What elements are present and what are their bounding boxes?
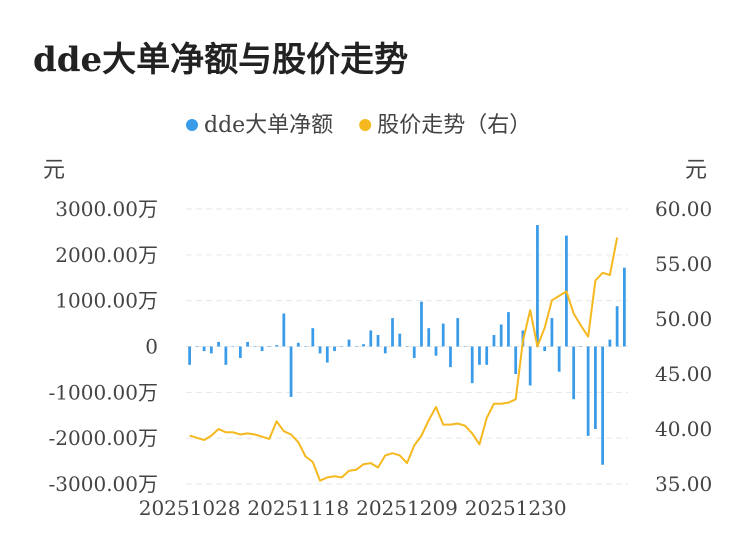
bar xyxy=(478,346,481,365)
right-tick-label: 55.00 xyxy=(655,252,712,276)
bar xyxy=(311,328,315,347)
bar xyxy=(557,346,561,372)
bar xyxy=(340,346,344,347)
bar xyxy=(383,346,387,354)
bar xyxy=(253,346,257,347)
bar xyxy=(224,346,228,365)
bar xyxy=(579,346,583,347)
bar xyxy=(275,345,278,347)
bar xyxy=(499,324,503,347)
bar xyxy=(238,346,242,358)
bar xyxy=(536,225,539,347)
bar xyxy=(405,346,409,347)
bar xyxy=(608,339,612,347)
right-axis-unit: 元 xyxy=(685,158,707,183)
bar xyxy=(420,301,423,347)
left-tick-label: 0 xyxy=(145,335,158,359)
bar xyxy=(586,346,590,436)
bar xyxy=(318,346,322,354)
bar xyxy=(434,346,438,356)
bar xyxy=(470,346,474,384)
bar xyxy=(492,335,496,347)
legend-label: 股价走势（右） xyxy=(377,113,531,138)
x-axis-ticks: 20251028 20251118 20251209 20251230 xyxy=(139,496,567,520)
bar xyxy=(282,313,286,347)
bar xyxy=(594,346,597,429)
bar xyxy=(296,342,300,347)
bar xyxy=(449,346,452,368)
left-tick-label: 2000.00万 xyxy=(55,243,158,267)
left-tick-label: -1000.00万 xyxy=(49,380,158,404)
left-tick-label: 1000.00万 xyxy=(55,289,158,313)
bar xyxy=(543,346,547,352)
bar xyxy=(463,346,467,347)
bar xyxy=(362,344,365,347)
bar xyxy=(615,306,619,347)
bar xyxy=(188,346,191,365)
left-tick-label: -3000.00万 xyxy=(49,472,158,496)
left-tick-label: 3000.00万 xyxy=(55,197,158,221)
line-series xyxy=(189,237,619,482)
x-tick-label: 20251118 xyxy=(247,496,349,520)
bar xyxy=(456,318,460,347)
right-tick-label: 40.00 xyxy=(655,417,712,441)
bar xyxy=(391,318,394,347)
right-tick-label: 45.00 xyxy=(655,362,712,386)
left-axis-unit: 元 xyxy=(43,158,65,183)
price-line xyxy=(189,237,619,482)
right-tick-label: 50.00 xyxy=(655,307,712,331)
bar xyxy=(485,346,489,365)
bar xyxy=(427,328,431,347)
bar xyxy=(550,318,554,347)
right-tick-label: 60.00 xyxy=(655,197,712,221)
bar xyxy=(195,346,199,347)
left-tick-label: -2000.00万 xyxy=(49,426,158,450)
bar xyxy=(246,341,249,347)
bar xyxy=(333,346,336,352)
right-tick-label: 35.00 xyxy=(655,472,712,496)
bar xyxy=(528,346,532,386)
bar xyxy=(325,346,329,363)
bar xyxy=(231,346,235,347)
bar xyxy=(514,346,518,374)
left-axis-ticks: 3000.00万 2000.00万 1000.00万 0 -1000.00万 -2000.… xyxy=(49,197,158,496)
bar xyxy=(289,346,293,397)
legend: dde大单净额 股价走势（右） xyxy=(186,113,531,138)
bar xyxy=(572,346,576,400)
legend-label: dde大单净额 xyxy=(204,113,333,138)
x-tick-label: 20251230 xyxy=(465,496,567,520)
bar xyxy=(369,330,373,347)
bar xyxy=(601,346,605,465)
page-title: dde大单净额与股价走势 xyxy=(33,40,409,80)
bar xyxy=(441,323,445,347)
bar xyxy=(347,339,351,347)
bar xyxy=(412,346,416,358)
bar xyxy=(260,346,264,352)
bar xyxy=(217,341,220,347)
bar xyxy=(354,346,358,347)
bar xyxy=(209,346,213,354)
x-tick-label: 20251028 xyxy=(139,496,241,520)
bar xyxy=(202,346,206,352)
bar xyxy=(267,346,271,347)
bar xyxy=(376,335,380,347)
bar xyxy=(398,333,402,347)
legend-marker xyxy=(186,119,198,131)
bar xyxy=(623,267,626,347)
bar xyxy=(507,312,510,347)
x-tick-label: 20251209 xyxy=(356,496,458,520)
bar-series xyxy=(188,225,626,465)
bar xyxy=(304,346,307,347)
right-axis-ticks: 60.00 55.00 50.00 45.00 40.00 35.00 xyxy=(655,197,712,496)
legend-marker xyxy=(359,119,372,131)
